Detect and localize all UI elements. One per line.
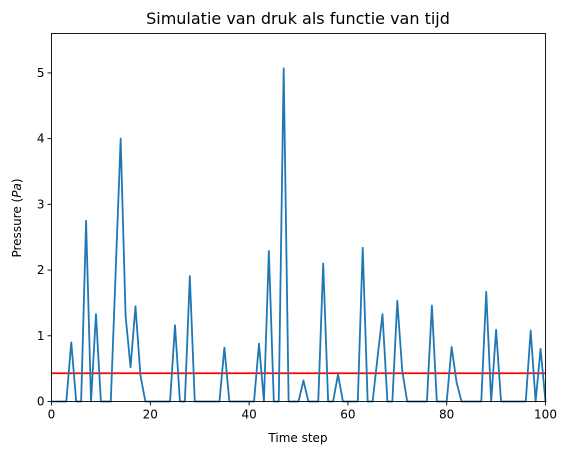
y-axis-label-prefix: Pressure (	[10, 198, 24, 258]
y-axis-label-unit: Pa	[10, 183, 24, 198]
y-tick-label: 3	[37, 197, 45, 211]
chart-title: Simulatie van druk als functie van tijd	[146, 9, 450, 28]
x-tick-label: 60	[340, 408, 355, 422]
y-axis-ticks: 0 1 2 3 4 5	[37, 66, 52, 409]
y-tick-label: 5	[37, 66, 45, 80]
x-tick-label: 40	[241, 408, 256, 422]
y-tick-label: 2	[37, 263, 45, 277]
y-tick-label: 4	[37, 132, 45, 146]
y-tick-label: 1	[37, 329, 45, 343]
x-tick-label: 100	[534, 408, 557, 422]
x-tick-label: 0	[48, 408, 56, 422]
axes-frame	[51, 33, 546, 402]
x-tick-label: 20	[143, 408, 158, 422]
x-axis-label: Time step	[267, 431, 327, 445]
y-axis-label-suffix: )	[10, 178, 24, 183]
x-tick-label: 80	[439, 408, 454, 422]
y-tick-label: 0	[37, 395, 45, 409]
y-axis-label: Pressure (Pa)	[10, 178, 24, 257]
x-axis-ticks: 0 20 40 60 80 100	[48, 401, 557, 422]
